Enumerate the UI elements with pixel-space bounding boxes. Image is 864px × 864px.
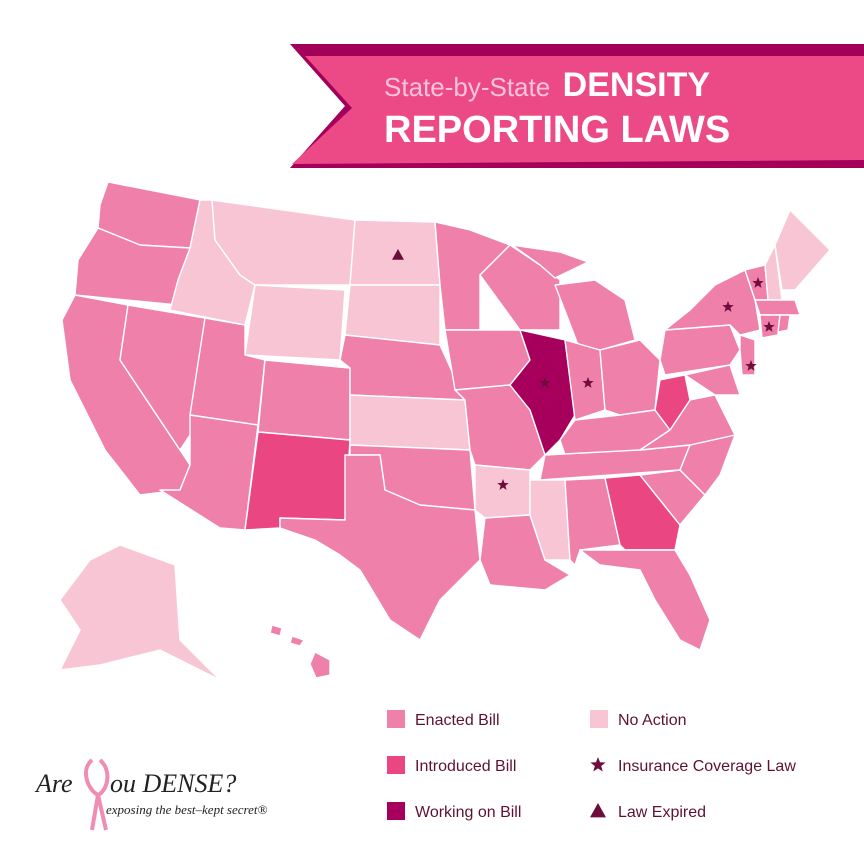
map-symbol <box>763 321 775 332</box>
title-line-2: REPORTING LAWS <box>384 109 730 151</box>
state <box>664 269 761 336</box>
state <box>474 464 531 519</box>
legend-label: Law Expired <box>618 804 706 821</box>
map-symbol <box>745 360 757 371</box>
state <box>269 624 283 637</box>
state <box>349 394 471 451</box>
legend-symbol <box>590 803 606 818</box>
logo-tagline: exposing the best–kept secret® <box>106 802 267 817</box>
legend-label: Enacted Bill <box>415 712 500 729</box>
state <box>279 454 481 641</box>
state <box>434 221 511 331</box>
state <box>777 314 791 333</box>
map-symbol <box>752 277 764 288</box>
title-line-1: State-by-State DENSITY <box>384 66 710 104</box>
state <box>529 479 571 561</box>
title-prefix: State-by-State <box>384 72 550 102</box>
legend-label: Insurance Coverage Law <box>618 758 796 775</box>
state <box>59 544 221 681</box>
state <box>554 279 636 351</box>
state <box>289 635 305 647</box>
state <box>119 304 206 451</box>
state <box>774 209 831 291</box>
map-symbol <box>497 479 509 490</box>
legend-label: Introduced Bill <box>415 758 516 775</box>
map-symbol <box>582 377 594 388</box>
state <box>244 431 351 531</box>
legend-swatch <box>387 710 405 728</box>
map-symbols <box>392 249 775 490</box>
legend: Enacted Bill Introduced Bill Working on Bi… <box>387 710 796 821</box>
legend-swatch <box>590 710 608 728</box>
state <box>679 434 736 496</box>
title-banner: State-by-State DENSITY REPORTING LAWS <box>290 44 864 168</box>
legend-swatch <box>387 802 405 820</box>
map-symbol <box>539 377 551 388</box>
state <box>654 374 691 431</box>
legend-label: No Action <box>618 712 686 729</box>
legend-label: Working on Bill <box>415 804 521 821</box>
state <box>511 244 589 279</box>
state <box>349 219 441 286</box>
logo-word-1: Are <box>34 769 73 798</box>
state <box>599 339 661 416</box>
logo-word-2: ou DENSE? <box>110 769 236 798</box>
legend-symbol <box>590 757 606 772</box>
logo-ribbon <box>83 758 110 831</box>
title-density: DENSITY <box>563 66 711 104</box>
state <box>257 359 351 441</box>
state <box>339 334 466 401</box>
state <box>159 414 259 531</box>
logo: Are ou DENSE? exposing the best–kept sec… <box>34 758 267 831</box>
legend-swatch <box>387 756 405 774</box>
state <box>579 549 711 651</box>
us-map <box>59 181 831 681</box>
state <box>754 299 801 316</box>
state <box>684 364 741 396</box>
state <box>244 284 346 361</box>
map-symbol <box>392 249 404 260</box>
state <box>309 651 331 679</box>
banner <box>292 56 864 164</box>
map-symbol <box>722 301 734 312</box>
